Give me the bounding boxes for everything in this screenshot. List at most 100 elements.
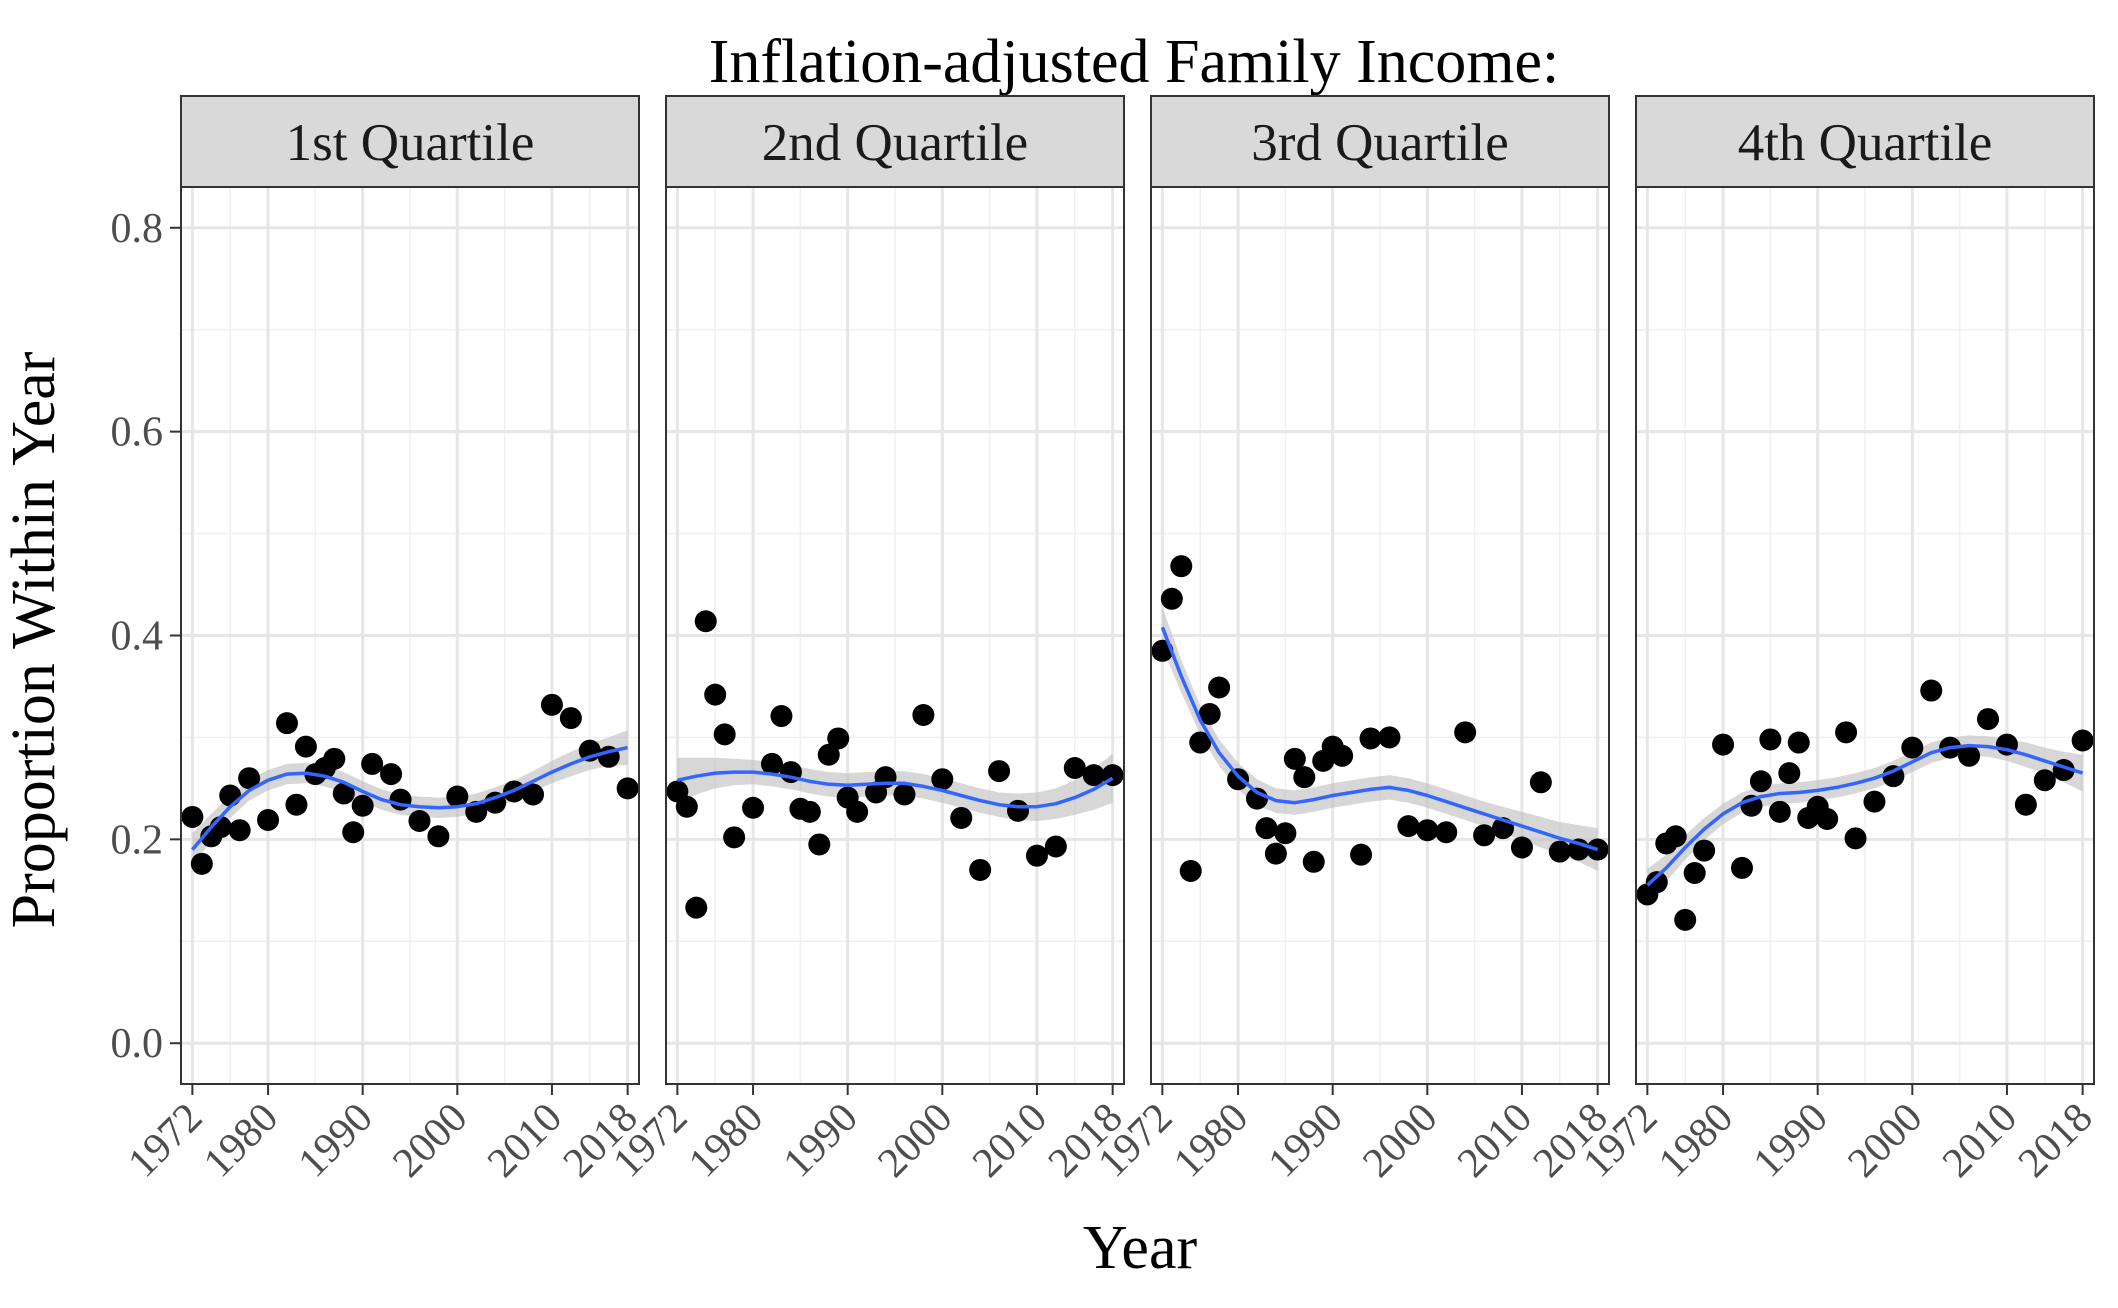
facet-strip bbox=[1150, 95, 1610, 188]
data-point bbox=[675, 795, 698, 818]
data-point bbox=[1510, 836, 1533, 859]
data-point bbox=[931, 768, 954, 791]
data-point bbox=[1302, 850, 1325, 873]
data-point bbox=[798, 800, 821, 823]
data-point bbox=[713, 723, 736, 746]
facet-strip-label: 3rd Quartile bbox=[1251, 114, 1509, 172]
data-point bbox=[1586, 838, 1609, 861]
data-point bbox=[1350, 843, 1373, 866]
y-axis-title: Proportion Within Year bbox=[0, 351, 68, 928]
data-point bbox=[1416, 819, 1439, 842]
data-point bbox=[827, 727, 850, 750]
data-point bbox=[1778, 762, 1801, 785]
data-point bbox=[1712, 733, 1735, 756]
data-point bbox=[1189, 731, 1212, 754]
data-point bbox=[2071, 729, 2094, 752]
data-point bbox=[1274, 822, 1297, 845]
data-point bbox=[1359, 727, 1382, 750]
data-point bbox=[1730, 856, 1753, 879]
data-point bbox=[1529, 771, 1552, 794]
chart-title: Inflation-adjusted Family Income: bbox=[709, 28, 1560, 96]
facet-strip-label: 1st Quartile bbox=[286, 114, 535, 172]
facet-strip bbox=[1635, 95, 2095, 188]
y-tick-label: 0.0 bbox=[111, 1021, 164, 1067]
data-point bbox=[446, 785, 469, 808]
y-tick-label: 0.4 bbox=[111, 614, 164, 660]
data-point bbox=[323, 747, 346, 770]
data-point bbox=[190, 852, 213, 875]
data-point bbox=[294, 735, 317, 758]
data-point bbox=[285, 793, 308, 816]
data-point bbox=[1816, 807, 1839, 830]
data-point bbox=[408, 810, 431, 833]
data-point bbox=[1901, 736, 1924, 759]
data-point bbox=[1454, 721, 1477, 744]
smooth-trend-line bbox=[677, 770, 1114, 809]
data-point bbox=[950, 806, 973, 829]
data-point bbox=[808, 833, 831, 856]
panel-border bbox=[665, 186, 1125, 1085]
data-point bbox=[1293, 766, 1316, 789]
data-point bbox=[1548, 840, 1571, 863]
data-point bbox=[893, 783, 916, 806]
data-point bbox=[361, 752, 384, 775]
data-point bbox=[1331, 744, 1354, 767]
data-point bbox=[1674, 908, 1697, 931]
data-point bbox=[846, 800, 869, 823]
data-point bbox=[694, 610, 717, 633]
y-tick-label: 0.2 bbox=[111, 817, 164, 863]
x-axis-title: Year bbox=[1083, 1214, 1198, 1282]
facet-strip bbox=[665, 95, 1125, 188]
data-point bbox=[1958, 744, 1981, 767]
data-point bbox=[1208, 676, 1231, 699]
smooth-trend-line bbox=[1646, 743, 2084, 887]
data-point bbox=[1645, 871, 1668, 894]
confidence-band bbox=[1162, 607, 1598, 871]
data-point bbox=[817, 743, 840, 766]
data-point bbox=[332, 782, 355, 805]
data-point bbox=[1397, 815, 1420, 838]
data-point bbox=[704, 683, 727, 706]
y-tick-label: 0.6 bbox=[111, 410, 164, 456]
data-point bbox=[685, 896, 708, 919]
data-point bbox=[1749, 770, 1772, 793]
data-point bbox=[275, 712, 298, 735]
data-point bbox=[1683, 862, 1706, 885]
data-point bbox=[342, 821, 365, 844]
data-point bbox=[1977, 708, 2000, 731]
data-point bbox=[1160, 587, 1183, 610]
data-point bbox=[616, 777, 639, 800]
data-point bbox=[1007, 799, 1030, 822]
data-point bbox=[351, 794, 374, 817]
data-point bbox=[1082, 764, 1105, 787]
facet-strip-label: 2nd Quartile bbox=[762, 114, 1028, 172]
data-point bbox=[1198, 702, 1221, 725]
data-point bbox=[1378, 726, 1401, 749]
facet-strip-label: 4th Quartile bbox=[1738, 114, 1993, 172]
data-point bbox=[522, 783, 545, 806]
data-point bbox=[228, 819, 251, 842]
data-point bbox=[1179, 859, 1202, 882]
data-point bbox=[1882, 765, 1905, 788]
confidence-band bbox=[1647, 735, 2083, 902]
smooth-trend-line bbox=[1160, 626, 1599, 852]
data-point bbox=[1170, 555, 1193, 578]
data-point bbox=[742, 796, 765, 819]
data-point bbox=[1844, 827, 1867, 850]
data-point bbox=[1759, 728, 1782, 751]
data-point bbox=[1025, 844, 1048, 867]
data-point bbox=[465, 800, 488, 823]
data-point bbox=[1044, 835, 1067, 858]
smooth-trend-line bbox=[191, 745, 628, 851]
data-point bbox=[1863, 790, 1886, 813]
data-point bbox=[1227, 768, 1250, 791]
data-point bbox=[181, 805, 204, 828]
data-point bbox=[1435, 821, 1458, 844]
data-point bbox=[559, 707, 582, 730]
